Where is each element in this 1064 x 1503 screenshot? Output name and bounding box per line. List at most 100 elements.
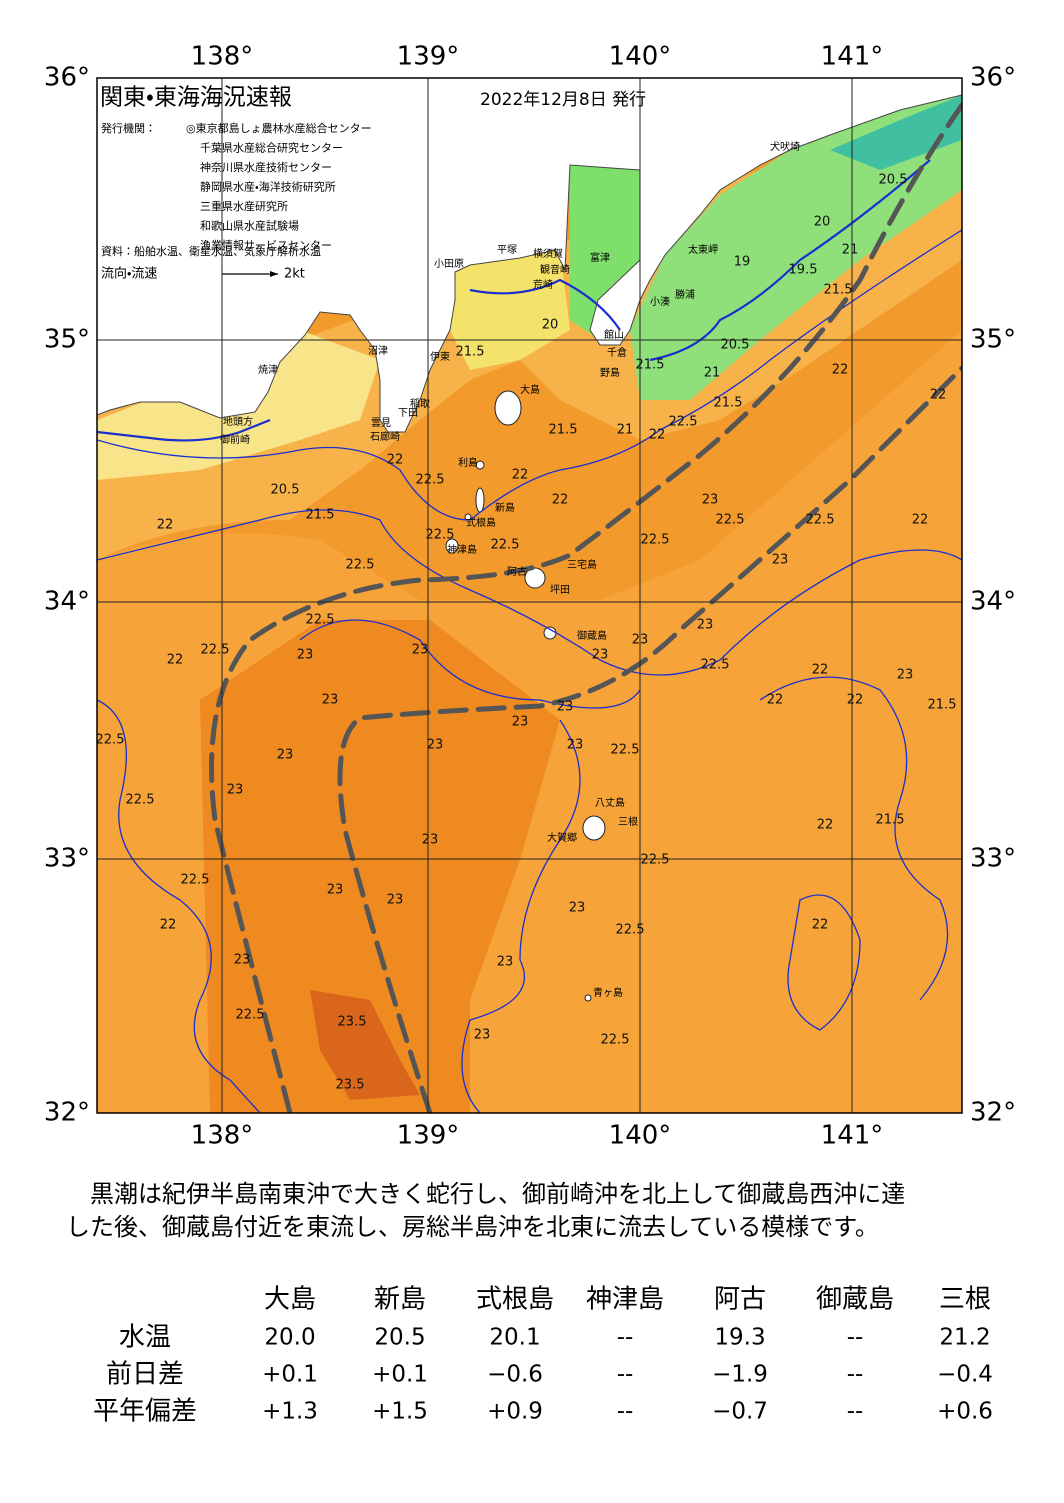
row-label: 前日差 [106,1360,184,1390]
place-label: 坪田 [550,583,570,596]
column-header: 神津島 [586,1285,664,1315]
latitude-label: 36° [44,63,90,93]
longitude-label: 141° [821,42,884,72]
latitude-label: 32° [970,1098,1016,1128]
table-cell: −1.9 [712,1362,768,1388]
table-cell: 19.3 [714,1325,765,1351]
place-label: 千倉 [607,347,627,359]
place-label: 下田 [398,408,418,419]
issuer: 千葉県水産総合研究センター [200,141,343,155]
row-label: 水温 [119,1323,171,1353]
issuer-label: 発行機関： [101,121,156,135]
contour-label: 20 [814,215,831,230]
issuer: 神奈川県水産技術センター [200,160,332,174]
table-cell: -- [847,1399,864,1425]
contour-label: 23 [412,643,429,658]
latitude-label: 33° [44,844,90,874]
contour-label: 23 [474,1028,491,1043]
sst-boso [630,95,962,400]
map-frame [96,77,963,1114]
contour-label: 22.5 [641,853,670,868]
table-cell: −0.6 [487,1362,543,1388]
table-cell: 20.0 [264,1325,315,1351]
place-label: 式根島 [466,516,496,529]
contour-label: 23 [557,700,574,715]
contour-label: 22 [832,363,849,378]
contour-label: 21.5 [928,698,957,713]
place-label: 犬吠埼 [770,140,800,153]
contour-label: 23 [702,493,719,508]
contour-label: 23 [567,738,584,753]
contour-label: 23 [297,648,314,663]
place-label: 石廊崎 [370,430,400,443]
contour-label: 23 [422,833,439,848]
sst-warm [200,620,560,1113]
legend-label: 流向・流速 [101,266,157,282]
contour-label: 22.5 [181,873,210,888]
contour-label: 21 [842,243,859,258]
island [475,460,485,470]
contours [97,159,962,1113]
island [524,567,546,589]
contour-label: 22.5 [611,743,640,758]
place-label: 八丈島 [595,796,625,809]
contour-label: 22.5 [616,923,645,938]
grid [97,78,962,1113]
contour-label: 22.5 [601,1033,630,1048]
coordinate-labels: 138° 138° 139° 139° 140° 140° 141° 141° 36° 36° 35… [44,42,1016,1151]
contour-label: 22.5 [416,473,445,488]
description: 黒潮は紀伊半島南東沖で大きく蛇行し、御前崎沖を北上して御蔵島西沖に達した後、御蔵… [66,1180,905,1241]
place-label: 雲見 [371,417,391,429]
contour-line [97,699,261,1113]
column-header: 新島 [374,1285,426,1315]
table-cell: −0.7 [712,1399,768,1425]
place-label: 小田原 [434,258,464,270]
latitude-label: 34° [44,587,90,617]
data-source: 資料：船舶水温、衛星水温、気象庁解析水温 [101,244,321,258]
place-label: 新島 [495,501,515,514]
table-cell: -- [617,1362,634,1388]
latitude-label: 35° [44,325,90,355]
contour-line [299,619,641,1113]
longitude-label: 139° [397,1121,460,1151]
place-label: 館山 [604,328,624,341]
contour-line [97,509,962,676]
contour-label: 23 [512,715,529,730]
contour-label: 22 [767,693,784,708]
place-label: 阿古 [507,565,527,578]
contour-label: 20 [542,318,559,333]
contour-label: 22.5 [806,513,835,528]
contour-line [97,229,962,521]
latitude-label: 34° [970,587,1016,617]
place-label: 平塚 [497,244,517,256]
place-label: 利島 [458,456,478,469]
contour-label: 23 [592,648,609,663]
issue-date: 2022年12月8日 発行 [480,90,646,110]
sst-warmest [310,990,420,1100]
contour-label: 22 [387,453,404,468]
contour-label: 22 [847,693,864,708]
place-label: 稲取 [410,398,430,410]
contour-label: 23 [897,668,914,683]
contour-label: 21.5 [456,345,485,360]
longitude-label: 138° [191,1121,254,1151]
table-cell: +0.9 [487,1399,543,1425]
place-label: 荒崎 [533,278,553,291]
land [97,78,962,433]
table-cell: -- [617,1399,634,1425]
contour-label: 20.5 [271,483,300,498]
contour-label: 22.5 [426,528,455,543]
contour-label: 22 [552,493,569,508]
table-cell: 20.1 [489,1325,540,1351]
contour-line [469,159,931,362]
kuroshio-outer [209,102,962,1113]
table-cell: -- [617,1325,634,1351]
place-label: 青ヶ島 [593,986,623,999]
place-label: 大島 [520,383,540,396]
place-label: 勝浦 [675,288,695,301]
table-cell: 21.2 [939,1325,990,1351]
contour-label: 22.5 [701,658,730,673]
contour-label: 22.5 [641,533,670,548]
